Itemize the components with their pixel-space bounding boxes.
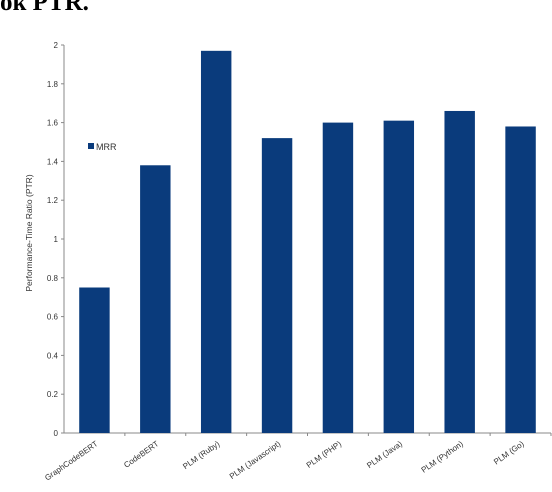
- legend-label-mrr: MRR: [96, 142, 117, 152]
- bar: [261, 138, 293, 433]
- y-tick-label: 1.6: [47, 119, 59, 128]
- bar: [505, 126, 536, 433]
- bar: [383, 120, 415, 433]
- x-tick-label: GraphCodeBERT: [43, 439, 99, 482]
- y-tick-label: 0.8: [47, 274, 59, 283]
- x-tick-label: PLM (Go): [492, 439, 526, 466]
- y-tick-label: 0: [54, 429, 59, 438]
- legend-swatch-mrr: [88, 143, 94, 149]
- x-tick-label: CodeBERT: [122, 439, 160, 470]
- bar: [444, 110, 475, 434]
- y-axis-ticks: 0 0.2 0.4 0.6 0.8 1 1.2 1.4 1.6 1.8 2: [47, 41, 64, 438]
- y-tick-label: 1.8: [47, 80, 59, 89]
- x-tick-label: PLM (PHP): [305, 439, 344, 470]
- chart-axes: [63, 45, 551, 434]
- y-tick-label: 0.4: [47, 351, 59, 360]
- bar: [79, 287, 110, 433]
- y-axis-title: Performance-Time Ratio (PTR): [24, 174, 34, 291]
- header-text-fragment: ok PTR.: [0, 0, 89, 16]
- x-tick-label: PLM (Javascript): [228, 439, 283, 481]
- bar: [322, 122, 354, 433]
- x-axis-tick-labels: GraphCodeBERT CodeBERT PLM (Ruby) PLM (Java…: [43, 433, 552, 483]
- y-tick-label: 1.2: [47, 196, 59, 205]
- x-tick-label: PLM (Java): [365, 439, 404, 470]
- y-tick-label: 1.4: [47, 157, 59, 166]
- bar: [140, 165, 171, 433]
- x-tick-label: PLM (Ruby): [181, 439, 221, 471]
- y-tick-label: 1: [54, 235, 59, 244]
- y-tick-label: 0.6: [47, 313, 59, 322]
- bar: [200, 50, 232, 433]
- x-tick-label: PLM (Python): [420, 439, 465, 475]
- y-tick-label: 2: [54, 41, 59, 50]
- chart-bars: [79, 50, 536, 434]
- legend: MRR: [88, 142, 117, 152]
- y-tick-label: 0.2: [47, 390, 59, 399]
